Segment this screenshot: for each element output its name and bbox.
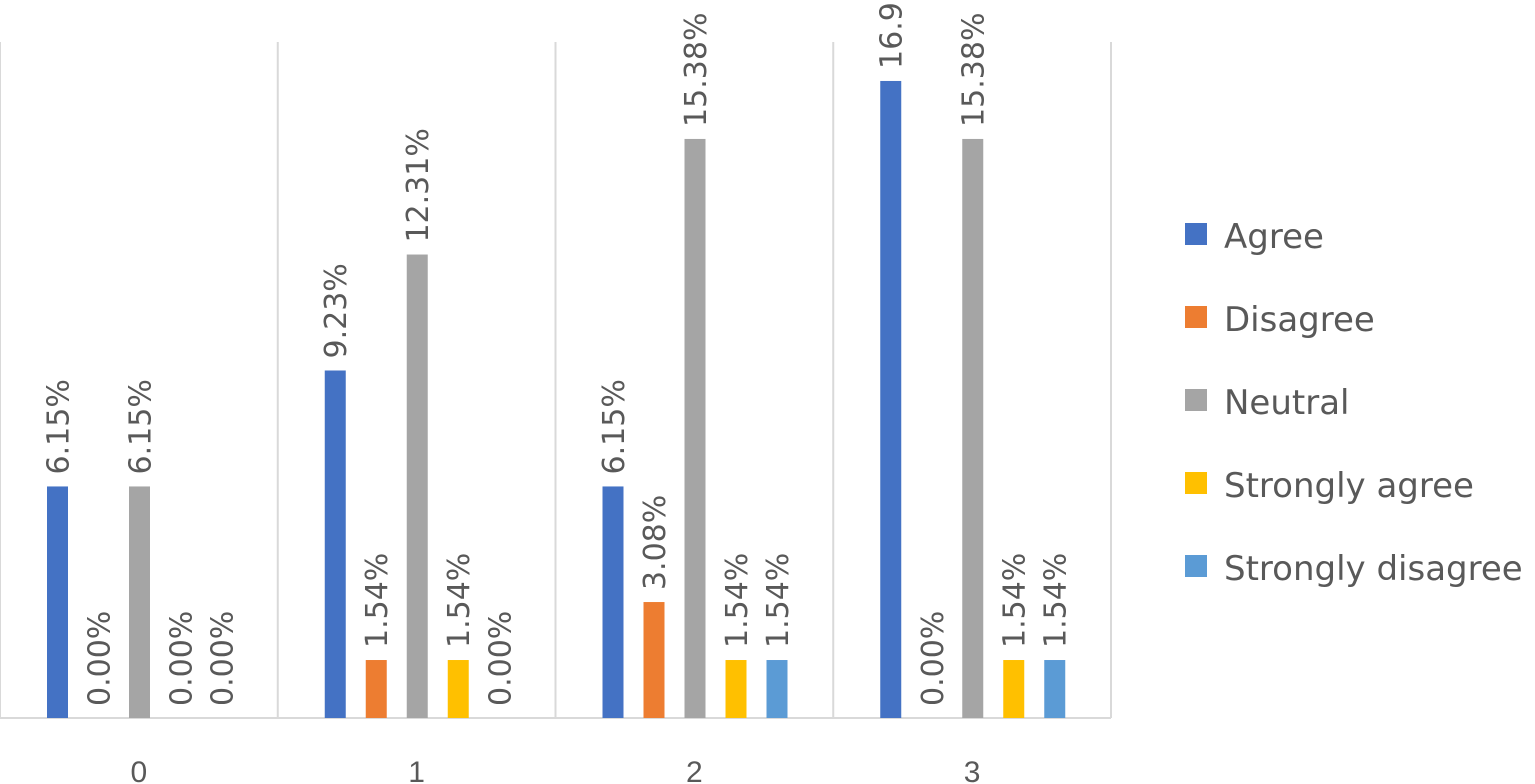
category-label: 0 xyxy=(131,756,148,784)
legend-swatch xyxy=(1185,472,1207,494)
bar-strongly-agree xyxy=(725,660,747,718)
data-label: 12.31% xyxy=(401,128,436,242)
bar-strongly-agree xyxy=(447,660,469,718)
data-label: 1.54% xyxy=(1039,553,1074,648)
data-label: 16.92% xyxy=(875,0,910,69)
data-label: 1.54% xyxy=(998,553,1033,648)
bar-strongly-disagree xyxy=(1044,660,1066,718)
legend-swatch xyxy=(1185,555,1207,577)
legend-swatch xyxy=(1185,223,1207,245)
category-label: 1 xyxy=(408,756,425,784)
category-label: 2 xyxy=(686,756,703,784)
bar-disagree xyxy=(365,660,387,718)
legend-label: Agree xyxy=(1224,217,1324,257)
bar-agree xyxy=(324,370,346,718)
data-label: 6.15% xyxy=(42,379,77,474)
legend-label: Disagree xyxy=(1224,300,1375,340)
data-label: 1.54% xyxy=(442,553,477,648)
bar-agree xyxy=(880,80,902,719)
data-label: 15.38% xyxy=(679,13,714,127)
data-label: 3.08% xyxy=(638,495,673,590)
bar-neutral xyxy=(962,138,984,718)
legend-label: Strongly disagree xyxy=(1224,549,1523,589)
data-label: 0.00% xyxy=(483,611,518,706)
data-label: 6.15% xyxy=(597,379,632,474)
data-label: 0.00% xyxy=(83,611,118,706)
bar-neutral xyxy=(406,254,428,718)
bar-strongly-disagree xyxy=(766,660,788,718)
data-label: 15.38% xyxy=(957,13,992,127)
data-label: 1.54% xyxy=(761,553,796,648)
bar-agree xyxy=(602,486,624,718)
category-label: 3 xyxy=(964,756,981,784)
plot-area: 6.15%0.00%6.15%0.00% 0.00%09.23%1.54%12.3… xyxy=(0,0,1112,784)
data-label: 1.54% xyxy=(720,553,755,648)
data-label: 1.54% xyxy=(360,553,395,648)
legend-swatch xyxy=(1185,389,1207,411)
legend-label: Neutral xyxy=(1224,383,1350,423)
legend-swatch xyxy=(1185,306,1207,328)
data-label: 6.15% xyxy=(124,379,159,474)
bar-neutral xyxy=(129,486,150,718)
data-label: 0.00% xyxy=(206,611,241,706)
bar-neutral xyxy=(684,138,706,718)
data-label: 0.00% xyxy=(165,611,200,706)
legend-label: Strongly agree xyxy=(1224,466,1474,506)
bar-disagree xyxy=(643,602,665,718)
bar-strongly-agree xyxy=(1003,660,1025,718)
data-label: 9.23% xyxy=(319,263,354,358)
bar-agree xyxy=(47,486,68,718)
legend: Agree Disagree Neutral Strongly agree Strong… xyxy=(1185,217,1523,589)
data-label: 0.00% xyxy=(916,611,951,706)
